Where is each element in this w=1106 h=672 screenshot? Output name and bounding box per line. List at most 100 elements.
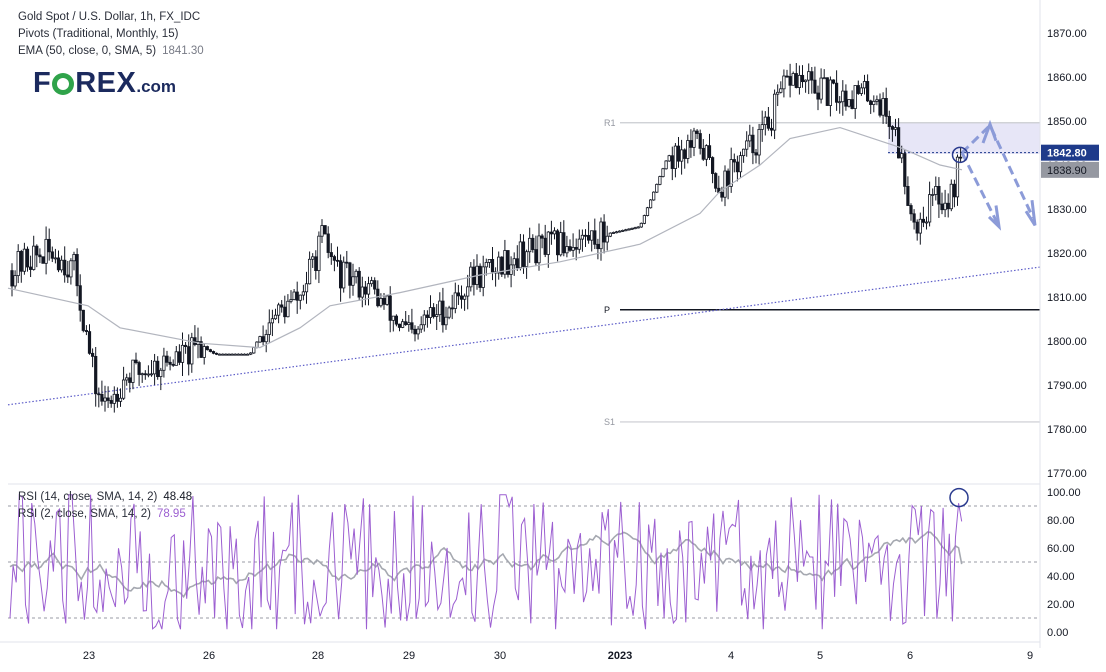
ema-price-label: 1838.90	[1047, 165, 1087, 177]
candle-body	[537, 235, 541, 264]
candle-body	[193, 337, 197, 345]
candle-body	[490, 259, 495, 273]
candles	[10, 63, 963, 413]
candle-body	[556, 230, 560, 256]
candle-body	[202, 346, 206, 358]
candle-body	[221, 353, 225, 356]
candle-body	[264, 334, 268, 343]
rsi-pane[interactable]	[8, 487, 1040, 630]
candle-body	[698, 133, 702, 149]
candle-body	[543, 237, 547, 255]
candle-body	[614, 231, 619, 234]
candle-body	[425, 314, 430, 318]
candle-body	[295, 291, 299, 301]
main-price-pane[interactable]: R1 P S1	[7, 63, 1041, 427]
candle-body	[918, 218, 922, 234]
candle-body	[484, 262, 488, 268]
candle-body	[518, 241, 523, 269]
candle-body	[292, 291, 296, 300]
candle-body	[397, 323, 402, 328]
candle-body	[785, 75, 789, 78]
candle-body	[441, 300, 445, 326]
candle-body	[546, 231, 550, 255]
candle-body	[528, 237, 532, 253]
candle-body	[804, 79, 808, 83]
candle-body	[807, 71, 811, 81]
candle-body	[583, 234, 588, 237]
candle-body	[280, 304, 284, 308]
candle-body	[872, 100, 876, 105]
candle-body	[534, 249, 538, 264]
candle-body	[25, 248, 30, 268]
candle-body	[909, 205, 913, 215]
candle-body	[199, 341, 203, 358]
candle-body	[503, 250, 507, 275]
candle-body	[897, 127, 901, 159]
candle-body	[912, 213, 916, 223]
candle-body	[943, 202, 947, 211]
candle-body	[831, 79, 836, 84]
candle-body	[667, 155, 671, 162]
candle-body	[952, 183, 957, 198]
pivot-label-p: P	[604, 305, 610, 315]
candle-body	[16, 250, 20, 277]
candle-body	[605, 235, 609, 243]
candle-body	[171, 363, 175, 366]
candle-body	[645, 207, 650, 216]
logo-o-icon	[52, 73, 75, 95]
candle-body	[745, 140, 749, 150]
pivot-label-s1: S1	[604, 417, 615, 427]
candle-body	[35, 245, 39, 256]
candle-body	[742, 148, 746, 157]
candle-body	[391, 315, 395, 321]
arrowhead-icon	[1024, 200, 1037, 227]
rsi-tick-label: 0.00	[1047, 627, 1068, 639]
candle-body	[652, 191, 656, 201]
candle-body	[177, 351, 181, 363]
candle-body	[103, 397, 107, 402]
candle-body	[230, 353, 234, 356]
candle-body	[658, 176, 662, 185]
candle-body	[416, 328, 420, 335]
price-tick-label: 1770.00	[1047, 468, 1087, 480]
candle-body	[664, 160, 668, 170]
candle-body	[847, 99, 851, 107]
candle-body	[636, 226, 640, 229]
candle-body	[224, 353, 228, 356]
candle-body	[856, 85, 860, 94]
candle-body	[506, 250, 510, 275]
rsi-tick-label: 80.00	[1047, 515, 1075, 527]
candle-body	[159, 369, 163, 378]
candle-body	[587, 235, 591, 241]
candle-body	[320, 225, 324, 237]
candle-body	[345, 261, 349, 264]
candle-body	[428, 307, 433, 318]
candle-body	[782, 75, 786, 90]
ema-legend: EMA (50, close, 0, SMA, 5) 1841.30	[18, 45, 204, 57]
candle-body	[816, 92, 820, 100]
candle-body	[342, 261, 346, 289]
candle-body	[754, 152, 758, 156]
candle-body	[642, 215, 647, 224]
candle-body	[100, 393, 104, 402]
candle-body	[881, 98, 885, 116]
candle-body	[156, 360, 160, 378]
candle-body	[44, 238, 48, 264]
candle-body	[611, 232, 616, 234]
candle-body	[214, 352, 219, 355]
candle-body	[540, 235, 544, 239]
candle-body	[81, 309, 85, 331]
candle-body	[38, 254, 42, 258]
price-tick-label: 1800.00	[1047, 336, 1087, 348]
candle-body	[822, 77, 826, 80]
candle-body	[208, 349, 212, 352]
candle-body	[593, 230, 597, 245]
candle-body	[218, 353, 222, 356]
time-tick-label: 30	[494, 650, 506, 662]
arrowhead-icon	[981, 119, 998, 144]
rsi-tick-label: 20.00	[1047, 599, 1075, 611]
candle-body	[360, 286, 364, 298]
candle-body	[236, 353, 240, 356]
candle-body	[748, 134, 752, 142]
